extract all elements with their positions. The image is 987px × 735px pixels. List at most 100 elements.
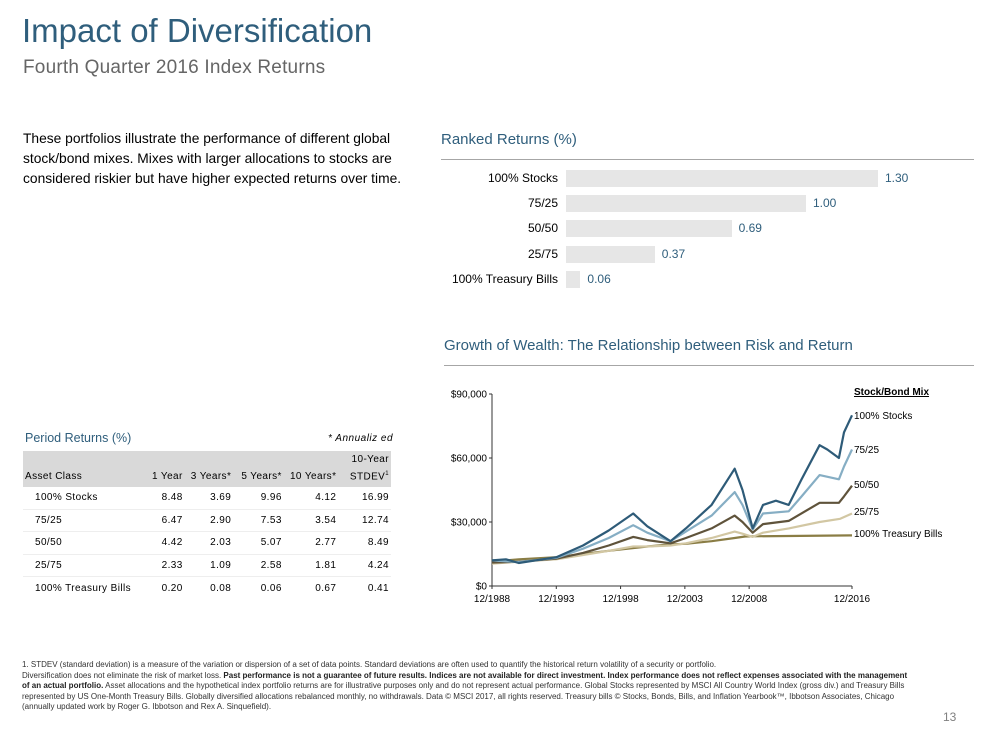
return-cell: 8.48 bbox=[140, 487, 185, 510]
legend-entry: 100% Stocks bbox=[854, 411, 912, 422]
ranked-bar bbox=[566, 195, 806, 213]
table-row: 100% Treasury Bills 0.20 0.08 0.06 0.67 0.41 bbox=[23, 577, 391, 599]
ranked-value-label: 1.30 bbox=[885, 171, 909, 185]
ranked-returns-rule bbox=[441, 159, 974, 160]
series-line bbox=[491, 512, 853, 565]
growth-chart: $0 $30,000 $60,000 $90,000 12/1988 12/1993 12/… bbox=[451, 387, 943, 605]
x-tick-label: 12/2003 bbox=[667, 594, 704, 605]
return-cell: 5.07 bbox=[233, 531, 284, 555]
ranked-returns-chart: 100% Stocks 75/25 50/50 25/75 100% Treasury … bbox=[441, 170, 961, 300]
asset-class-cell: 100% Stocks bbox=[23, 487, 141, 510]
growth-rule bbox=[444, 365, 974, 366]
ranked-bars: 1.30 1.00 0.69 0.37 0.06 bbox=[566, 170, 961, 300]
period-returns-table: Asset Class 1 Year 3 Years* 5 Years* 10 … bbox=[23, 451, 391, 599]
table-row: 75/25 6.47 2.90 7.53 3.54 12.74 bbox=[23, 509, 391, 533]
annualized-note: * Annualiz ed bbox=[328, 433, 394, 444]
return-cell: 1.09 bbox=[184, 554, 234, 578]
period-returns-title: Period Returns (%) bbox=[25, 431, 132, 445]
legend-title: Stock/Bond Mix bbox=[854, 387, 929, 398]
return-cell: 1.81 bbox=[283, 554, 339, 578]
return-cell: 8.49 bbox=[338, 531, 391, 555]
return-cell: 3.54 bbox=[283, 509, 339, 533]
stdev-footnote-ref: 1 bbox=[385, 470, 389, 477]
return-cell: 3.69 bbox=[184, 487, 234, 510]
period-returns-body: 100% Stocks 8.48 3.69 9.96 4.12 16.99 75/25 6.4… bbox=[23, 487, 391, 599]
return-cell: 0.08 bbox=[210, 582, 232, 594]
ranked-value-label: 1.00 bbox=[813, 196, 837, 211]
ranked-bar bbox=[566, 170, 878, 187]
col-asset-class: Asset Class bbox=[23, 451, 141, 487]
page-subtitle: Fourth Quarter 2016 Index Returns bbox=[23, 57, 326, 78]
footnote: 1. STDEV (standard deviation) is a measu… bbox=[22, 660, 912, 713]
footnote-disclosure: Diversification does not eliminate the r… bbox=[22, 671, 912, 713]
x-tick-label: 12/1998 bbox=[602, 594, 639, 605]
col-1-year: 1 Year bbox=[140, 451, 185, 487]
x-tick-label: 12/1988 bbox=[474, 594, 511, 605]
return-cell: 2.77 bbox=[283, 531, 339, 555]
return-cell: 0.67 bbox=[315, 582, 337, 594]
ranked-label: 75/25 bbox=[527, 196, 558, 211]
x-tick-label: 12/2008 bbox=[731, 594, 768, 605]
ranked-label: 100% Stocks bbox=[487, 171, 558, 185]
col-stdev-label: STDEV1 bbox=[340, 471, 389, 482]
y-tick-label: $90,000 bbox=[451, 390, 488, 401]
y-tick-label: $0 bbox=[476, 582, 488, 593]
footnote-disclosure-a: Diversification does not eliminate the r… bbox=[22, 670, 224, 680]
return-cell: 12.74 bbox=[338, 509, 391, 533]
legend-entry: 75/25 bbox=[854, 445, 879, 456]
legend-entry: 100% Treasury Bills bbox=[854, 529, 942, 540]
return-cell: 7.53 bbox=[233, 509, 284, 533]
x-tick-label: 12/1993 bbox=[538, 594, 575, 605]
ranked-value-label: 0.69 bbox=[738, 221, 762, 236]
growth-title: Growth of Wealth: The Relationship betwe… bbox=[444, 337, 853, 354]
return-cell: 9.96 bbox=[233, 487, 284, 510]
ranked-returns-title: Ranked Returns (%) bbox=[441, 131, 577, 148]
return-cell: 4.12 bbox=[283, 487, 339, 510]
col-10-years: 10 Years* bbox=[283, 451, 339, 487]
footnote-disclosure-bold: Past performance is not a guarantee of f… bbox=[22, 670, 908, 691]
legend-entry: 50/50 bbox=[854, 480, 879, 491]
return-cell: 4.42 bbox=[140, 531, 185, 555]
col-10-year-stdev: 10-Year STDEV1 bbox=[338, 451, 391, 487]
y-tick-label: $30,000 bbox=[451, 518, 488, 529]
return-cell: 0.41 bbox=[367, 582, 389, 594]
page-title: Impact of Diversification bbox=[22, 12, 373, 49]
series-line bbox=[491, 485, 853, 564]
return-cell: 2.03 bbox=[184, 531, 234, 555]
ranked-value-label: 0.37 bbox=[661, 246, 686, 261]
col-5-years: 5 Years* bbox=[233, 451, 284, 487]
footnote-stdev: 1. STDEV (standard deviation) is a measu… bbox=[22, 660, 717, 669]
legend-entry: 25/75 bbox=[854, 507, 879, 518]
return-cell: 0.20 bbox=[161, 582, 183, 594]
table-header-row: Asset Class 1 Year 3 Years* 5 Years* 10 … bbox=[23, 451, 391, 487]
stdev-text: STDEV bbox=[349, 471, 386, 482]
ranked-bar bbox=[566, 220, 732, 238]
ranked-bar bbox=[566, 270, 581, 288]
asset-class-cell: 25/75 bbox=[23, 554, 141, 578]
asset-class-cell: 100% Treasury Bills bbox=[35, 582, 131, 594]
return-cell: 2.33 bbox=[140, 554, 185, 578]
return-cell: 6.47 bbox=[140, 509, 185, 533]
asset-class-cell: 50/50 bbox=[23, 531, 141, 555]
table-row: 50/50 4.42 2.03 5.07 2.77 8.49 bbox=[23, 531, 391, 555]
return-cell: 2.90 bbox=[184, 509, 234, 533]
page-number: 13 bbox=[943, 710, 957, 724]
return-cell: 2.58 bbox=[233, 554, 284, 578]
col-3-years: 3 Years* bbox=[184, 451, 234, 487]
table-row: 100% Stocks 8.48 3.69 9.96 4.12 16.99 bbox=[23, 487, 391, 510]
ranked-label: 100% Treasury Bills bbox=[451, 271, 558, 286]
ranked-label: 25/75 bbox=[527, 246, 558, 261]
return-cell: 0.06 bbox=[260, 582, 282, 594]
ranked-bar bbox=[566, 245, 655, 263]
return-cell: 16.99 bbox=[338, 487, 391, 510]
return-cell: 4.24 bbox=[338, 554, 391, 578]
footnote-disclosure-c: Asset allocations and the hypothetical i… bbox=[22, 681, 905, 712]
ranked-label: 50/50 bbox=[527, 221, 558, 236]
series-line bbox=[491, 449, 853, 564]
y-tick-label: $60,000 bbox=[451, 454, 488, 465]
col-10-year-label: 10-Year bbox=[351, 453, 389, 465]
ranked-labels: 100% Stocks 75/25 50/50 25/75 100% Treasury … bbox=[441, 170, 558, 300]
x-tick-label: 12/2016 bbox=[834, 594, 871, 605]
asset-class-cell: 75/25 bbox=[23, 509, 141, 533]
intro-text: These portfolios illustrate the performa… bbox=[23, 131, 402, 186]
